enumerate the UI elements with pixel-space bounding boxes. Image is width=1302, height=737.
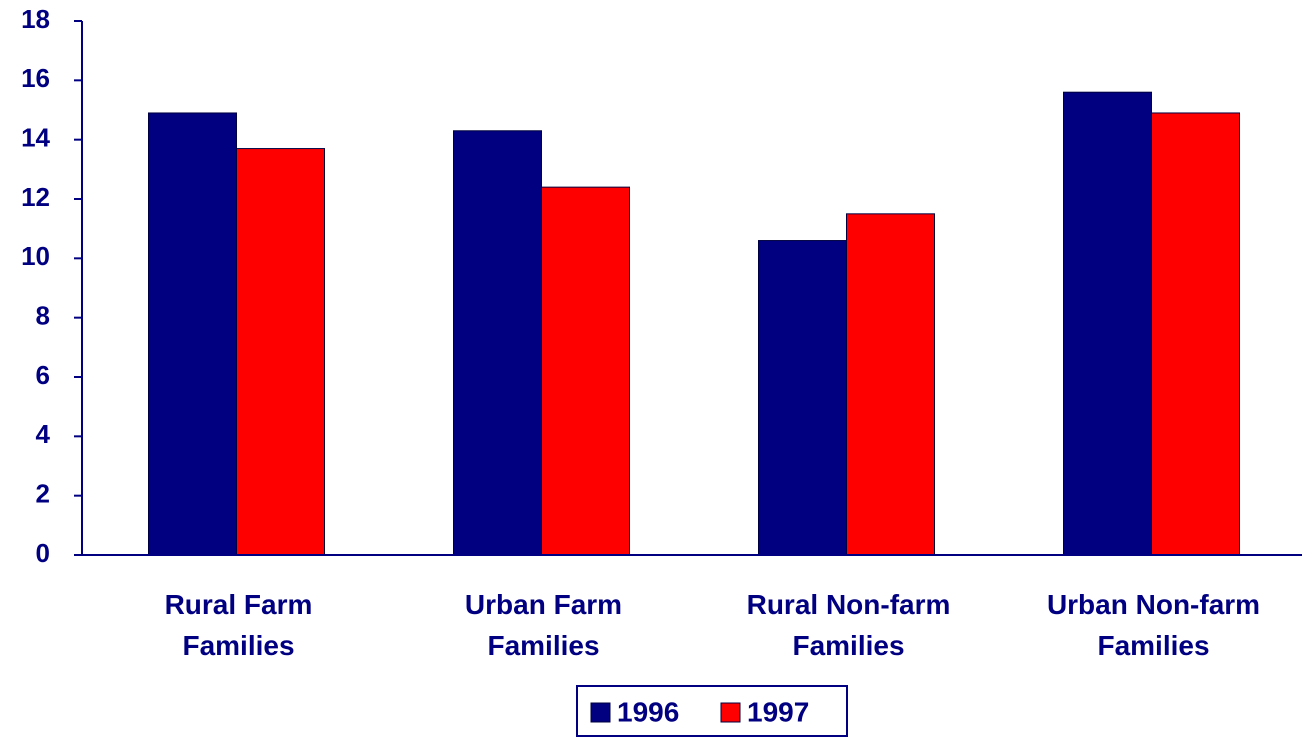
bar (148, 112, 237, 556)
bar (758, 240, 847, 556)
x-tick-label: Urban Farm Families (465, 589, 622, 661)
y-tick-label: 8 (36, 301, 50, 331)
y-tick-label: 10 (21, 241, 50, 271)
legend-swatch (590, 702, 611, 723)
legend-label: 1997 (747, 696, 809, 727)
x-tick-label: Urban Non-farm Families (1047, 589, 1260, 661)
y-tick-label: 18 (21, 4, 50, 34)
y-tick-label: 2 (36, 479, 50, 509)
x-tick-label: Rural Farm Families (165, 589, 313, 661)
y-tick-label: 0 (36, 538, 50, 568)
legend-box (576, 685, 848, 737)
y-tick-label: 4 (36, 419, 51, 449)
bar (453, 130, 542, 556)
bar (541, 186, 630, 556)
y-tick-label: 12 (21, 182, 50, 212)
y-tick-label: 6 (36, 360, 50, 390)
bar (236, 148, 325, 556)
bar (1151, 112, 1240, 556)
y-tick-label: 14 (21, 123, 50, 153)
legend-swatch (720, 702, 741, 723)
x-tick-label: Rural Non-farm Families (747, 589, 951, 661)
bar (1063, 91, 1152, 556)
legend: 1996 1997 (576, 685, 848, 737)
legend-label: 1996 (617, 696, 679, 727)
y-tick-label: 16 (21, 63, 50, 93)
bar (846, 213, 935, 556)
